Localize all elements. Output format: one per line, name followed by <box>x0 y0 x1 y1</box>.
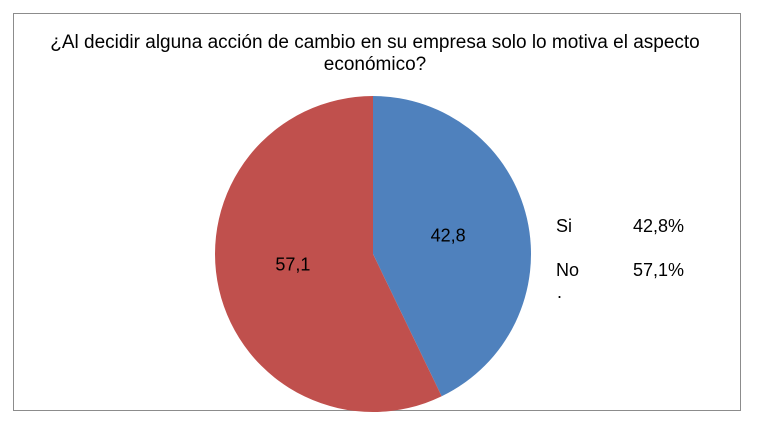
pie-slices <box>215 95 532 412</box>
legend-label-si: Si <box>556 216 572 236</box>
pie-data-label-si: 42,8 <box>431 226 466 246</box>
pie-slice-no <box>215 96 442 412</box>
chart-title-line-2: económico? <box>324 54 426 75</box>
pie-data-labels: 42,8 57,1 <box>275 226 465 275</box>
legend-trailing-dot: . <box>557 282 562 302</box>
legend-value-si: 42,8% <box>633 216 684 236</box>
pie-slice-si <box>373 95 532 397</box>
legend-label-no: No <box>556 260 579 280</box>
chart-title-line-1: ¿Al decidir alguna acción de cambio en s… <box>50 32 700 53</box>
legend-value-no: 57,1% <box>633 260 684 280</box>
pie-data-label-no: 57,1 <box>275 254 310 274</box>
legend: Si 42,8% No 57,1% . <box>556 216 684 302</box>
